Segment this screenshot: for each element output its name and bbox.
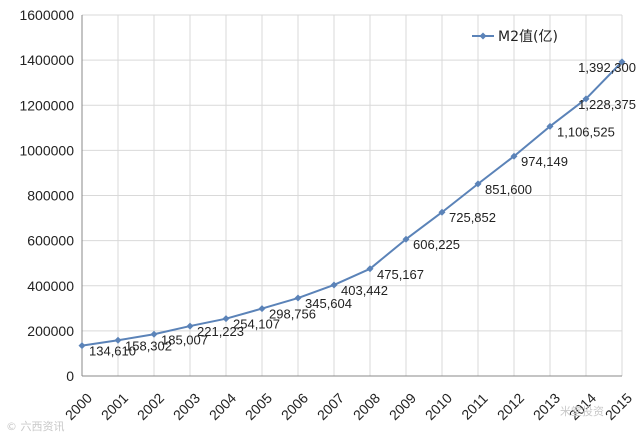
grid-layer (81, 14, 623, 377)
y-tick-label: 600000 (27, 233, 74, 249)
y-tick-label: 1200000 (19, 97, 74, 113)
data-label: 606,225 (413, 237, 460, 252)
x-tick-label: 2013 (530, 390, 563, 423)
legend-marker (479, 32, 487, 40)
axis-layer: 0 200000 400000 600000 800000 1000000 1200000 1… (19, 7, 635, 423)
data-label: 851,600 (485, 182, 532, 197)
x-tick-label: 2010 (422, 390, 455, 423)
data-label: 158,302 (125, 338, 172, 353)
data-point-marker (366, 265, 374, 273)
data-label-layer: 134,610158,302185,007221,223254,107298,7… (89, 60, 636, 359)
data-label: 974,149 (521, 154, 568, 169)
data-label: 1,106,525 (557, 124, 615, 139)
series-layer (78, 58, 626, 350)
y-tick-label: 1000000 (19, 142, 74, 158)
x-tick-label: 2001 (98, 390, 131, 423)
data-label: 345,604 (305, 296, 352, 311)
data-label: 254,107 (233, 317, 280, 332)
data-label: 475,167 (377, 267, 424, 282)
data-point-marker (474, 180, 482, 188)
x-tick-label: 2003 (170, 390, 203, 423)
watermark-bottom-right: 米堂投资 (560, 404, 604, 418)
x-tick-label: 2012 (494, 390, 527, 423)
data-point-marker (114, 336, 122, 344)
watermark-bottom-left: © 六西资讯 (6, 420, 65, 433)
data-label: 221,223 (197, 324, 244, 339)
x-tick-label: 2002 (134, 390, 167, 423)
x-tick-label: 2007 (314, 390, 347, 423)
data-label: 403,442 (341, 283, 388, 298)
data-point-marker (618, 58, 626, 66)
y-tick-label: 1600000 (19, 7, 74, 23)
y-tick-label: 800000 (27, 188, 74, 204)
data-point-marker (294, 294, 302, 302)
x-tick-label: 2000 (62, 390, 95, 423)
data-point-marker (222, 315, 230, 323)
x-tick-label: 2009 (386, 390, 419, 423)
legend: M2值(亿) (472, 29, 558, 45)
data-point-marker (258, 305, 266, 313)
data-label: 725,852 (449, 210, 496, 225)
x-tick-label: 2006 (278, 390, 311, 423)
x-tick-label: 2008 (350, 390, 383, 423)
data-point-marker (438, 208, 446, 216)
x-tick-label: 2015 (602, 390, 635, 423)
data-label: 1,228,375 (578, 97, 636, 112)
data-label: 185,007 (161, 332, 208, 347)
legend-label: M2值(亿) (498, 29, 558, 45)
y-tick-label: 1400000 (19, 52, 74, 68)
x-tick-label: 2005 (242, 390, 275, 423)
y-tick-label: 200000 (27, 323, 74, 339)
data-point-marker (150, 330, 158, 338)
data-label: 134,610 (89, 344, 136, 359)
data-point-marker (546, 122, 554, 130)
data-point-marker (78, 342, 86, 350)
data-point-marker (186, 322, 194, 330)
data-point-marker (582, 95, 590, 103)
x-tick-label: 2004 (206, 390, 239, 423)
data-label: 1,392,300 (578, 60, 636, 75)
data-point-marker (330, 281, 338, 289)
x-tick-label: 2011 (458, 390, 491, 423)
y-tick-label: 0 (66, 368, 74, 384)
data-label: 298,756 (269, 307, 316, 322)
series-line (81, 61, 623, 347)
y-tick-label: 400000 (27, 278, 74, 294)
data-point-marker (402, 235, 410, 243)
data-point-marker (510, 152, 518, 160)
